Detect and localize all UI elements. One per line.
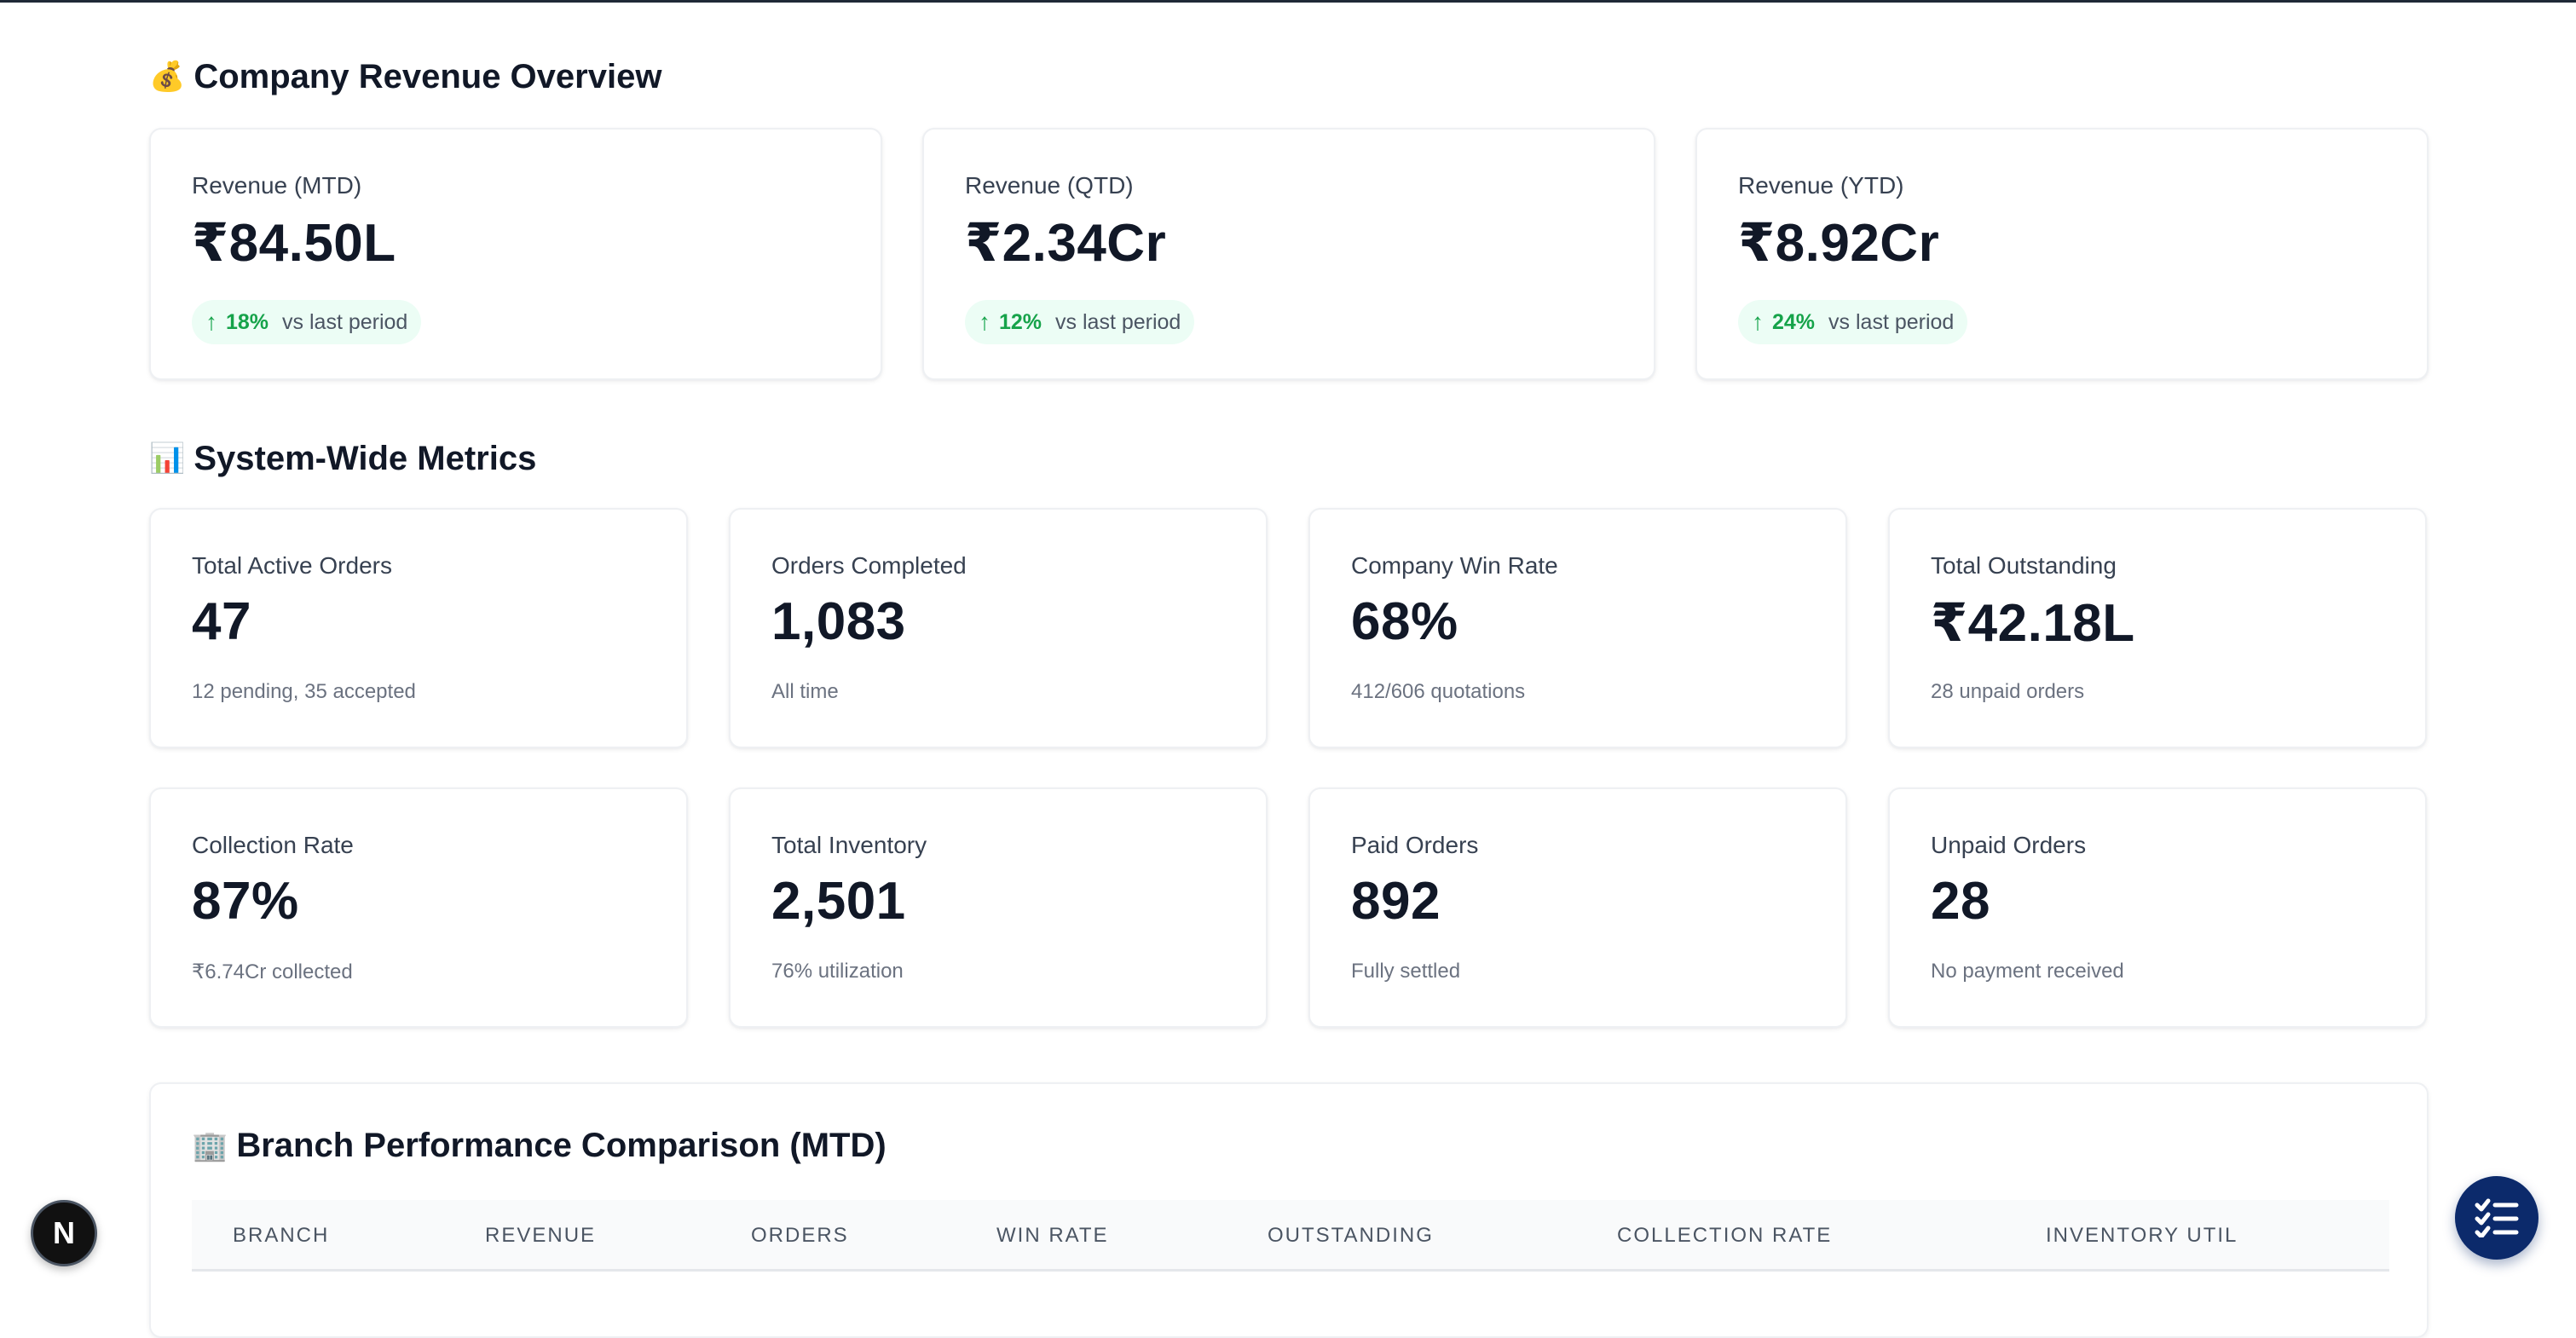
column-header-revenue[interactable]: REVENUE [485, 1224, 597, 1247]
card-value: ₹2.34Cr [965, 214, 1167, 273]
branch-performance-title: 🏢 Branch Performance Comparison (MTD) [192, 1127, 887, 1165]
metric-card-paid-orders: Paid Orders 892 Fully settled [1308, 787, 1847, 1028]
metric-card-active-orders: Total Active Orders 47 12 pending, 35 ac… [149, 508, 688, 748]
metric-card-win-rate: Company Win Rate 68% 412/606 quotations [1308, 508, 1847, 748]
change-caption: vs last period [1828, 309, 1955, 334]
change-badge: ↑ 18% vs last period [192, 300, 422, 344]
money-bag-icon: 💰 [149, 61, 186, 93]
column-header-orders[interactable]: ORDERS [751, 1224, 849, 1247]
card-subtext: No payment received [1931, 960, 2124, 983]
office-building-icon: 🏢 [192, 1129, 228, 1162]
metric-card-total-inventory: Total Inventory 2,501 76% utilization [729, 787, 1268, 1028]
system-metrics-title: 📊 System-Wide Metrics [149, 433, 536, 484]
card-value: 1,083 [771, 592, 906, 651]
change-badge: ↑ 12% vs last period [965, 300, 1195, 344]
change-badge: ↑ 24% vs last period [1738, 300, 1968, 344]
metric-card-collection-rate: Collection Rate 87% ₹6.74Cr collected [149, 787, 688, 1028]
system-metrics-heading: System-Wide Metrics [193, 439, 537, 477]
revenue-card-ytd: Revenue (YTD) ₹8.92Cr ↑ 24% vs last peri… [1695, 128, 2429, 380]
card-subtext: All time [771, 680, 839, 703]
card-subtext: 76% utilization [771, 960, 904, 983]
card-value: 87% [192, 872, 299, 931]
metric-card-orders-completed: Orders Completed 1,083 All time [729, 508, 1268, 748]
card-value: ₹8.92Cr [1738, 214, 1940, 273]
card-value: ₹84.50L [192, 214, 396, 273]
branch-performance-card: 🏢 Branch Performance Comparison (MTD) BR… [149, 1082, 2429, 1338]
card-label: Revenue (MTD) [192, 172, 362, 199]
card-label: Paid Orders [1351, 832, 1479, 858]
card-subtext: Fully settled [1351, 960, 1461, 983]
change-percent: 24% [1772, 309, 1816, 334]
card-label: Collection Rate [192, 832, 354, 858]
arrow-up-icon: ↑ [205, 309, 217, 335]
card-label: Total Active Orders [192, 552, 392, 579]
card-value: 68% [1351, 592, 1458, 651]
top-border [0, 0, 2576, 3]
metric-card-total-outstanding: Total Outstanding ₹42.18L 28 unpaid orde… [1888, 508, 2427, 748]
column-header-inventory-util[interactable]: INVENTORY UTIL [2046, 1224, 2238, 1247]
revenue-card-qtd: Revenue (QTD) ₹2.34Cr ↑ 12% vs last peri… [922, 128, 1655, 380]
revenue-overview-heading: Company Revenue Overview [193, 57, 662, 95]
card-value: 47 [192, 592, 251, 651]
change-percent: 18% [226, 309, 269, 334]
card-label: Revenue (QTD) [965, 172, 1134, 199]
change-percent: 12% [999, 309, 1043, 334]
nextjs-logo-icon: N [53, 1215, 75, 1250]
change-caption: vs last period [282, 309, 408, 334]
card-label: Revenue (YTD) [1738, 172, 1904, 199]
metric-card-unpaid-orders: Unpaid Orders 28 No payment received [1888, 787, 2427, 1028]
revenue-overview-title: 💰 Company Revenue Overview [149, 51, 661, 102]
arrow-up-icon: ↑ [979, 309, 991, 335]
card-value: 28 [1931, 872, 1990, 931]
column-header-branch[interactable]: BRANCH [233, 1224, 330, 1247]
card-label: Orders Completed [771, 552, 967, 579]
card-label: Total Inventory [771, 832, 927, 858]
checklist-icon [2475, 1198, 2519, 1237]
change-caption: vs last period [1055, 309, 1181, 334]
column-header-collection-rate[interactable]: COLLECTION RATE [1617, 1224, 1833, 1247]
column-header-outstanding[interactable]: OUTSTANDING [1268, 1224, 1434, 1247]
branch-table-header: BRANCH REVENUE ORDERS WIN RATE OUTSTANDI… [192, 1200, 2389, 1272]
card-value: 2,501 [771, 872, 906, 931]
revenue-card-mtd: Revenue (MTD) ₹84.50L ↑ 18% vs last peri… [149, 128, 882, 380]
column-header-win-rate[interactable]: WIN RATE [996, 1224, 1109, 1247]
card-value: ₹42.18L [1931, 594, 2135, 653]
card-label: Company Win Rate [1351, 552, 1558, 579]
checklist-fab-button[interactable] [2455, 1176, 2538, 1260]
bar-chart-icon: 📊 [149, 442, 186, 475]
nextjs-dev-button[interactable]: N [31, 1200, 97, 1266]
arrow-up-icon: ↑ [1752, 309, 1764, 335]
card-subtext: 12 pending, 35 accepted [192, 680, 416, 703]
card-subtext: 28 unpaid orders [1931, 680, 2085, 703]
branch-performance-heading: Branch Performance Comparison (MTD) [236, 1127, 887, 1164]
card-label: Total Outstanding [1931, 552, 2117, 579]
card-subtext: ₹6.74Cr collected [192, 960, 353, 983]
card-label: Unpaid Orders [1931, 832, 2087, 858]
card-value: 892 [1351, 872, 1441, 931]
card-subtext: 412/606 quotations [1351, 680, 1526, 703]
